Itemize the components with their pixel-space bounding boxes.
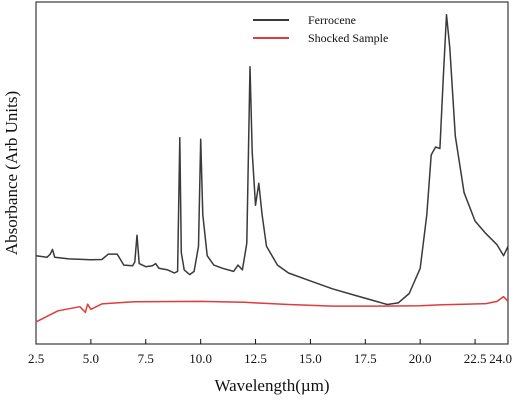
plot-frame	[35, 1, 509, 345]
x-tick-label: 15.0	[299, 351, 322, 366]
series-lines	[35, 13, 509, 323]
x-tick-label: 20.0	[409, 351, 432, 366]
y-axis-title: Absorbance (Arb Units)	[2, 91, 21, 255]
x-tick-label: 10.0	[189, 351, 212, 366]
legend-label-shocked-sample: Shocked Sample	[308, 31, 388, 45]
x-tick-label: 17.5	[354, 351, 377, 366]
x-tick-label: 7.5	[138, 351, 154, 366]
x-tick-label: 12.5	[244, 351, 267, 366]
x-axis-title: Wavelength(µm)	[214, 376, 329, 395]
series-line-shocked-sample	[35, 295, 509, 323]
legend: Ferrocene Shocked Sample	[253, 13, 388, 45]
x-tick-label: 22.5	[464, 351, 487, 366]
x-tick-label: 2.5	[28, 351, 44, 366]
x-tick-label: 24.0	[489, 351, 512, 366]
series-line-ferrocene	[35, 13, 509, 306]
x-tick-label: 5.0	[83, 351, 99, 366]
legend-label-ferrocene: Ferrocene	[308, 13, 356, 27]
x-axis-tick-labels: 2.5 5.0 7.5 10.0 12.5 15.0 17.5 20.0 22.5 24.0	[28, 351, 512, 366]
x-axis-ticks	[35, 339, 509, 344]
